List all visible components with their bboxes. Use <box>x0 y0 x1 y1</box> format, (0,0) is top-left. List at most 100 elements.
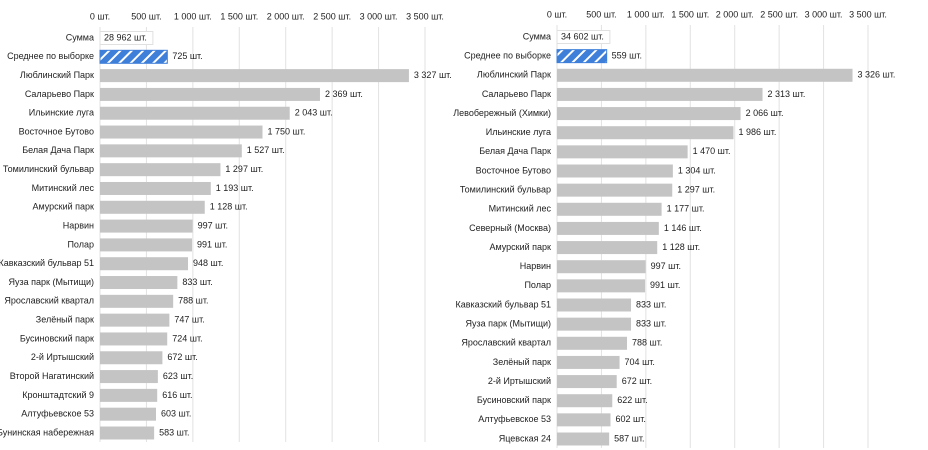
bar <box>557 221 659 235</box>
y-tick-label: Кавказский бульвар 51 <box>456 299 552 309</box>
value-label: 583 шт. <box>159 427 189 437</box>
bar <box>100 276 178 290</box>
y-tick-label: Саларьево Парк <box>482 89 551 99</box>
bar <box>100 426 155 440</box>
y-tick-label: Бунинская набережная <box>0 427 94 437</box>
y-tick-label: Зелёный парк <box>493 357 551 367</box>
average-value-label: 559 шт. <box>612 51 642 61</box>
bar <box>100 125 263 139</box>
y-tick-label: Зелёный парк <box>36 315 94 325</box>
bar <box>100 388 158 402</box>
bar <box>100 351 163 365</box>
bar <box>557 336 628 350</box>
x-tick-label: 2 000 шт. <box>267 11 305 21</box>
y-tick-label: Саларьево Парк <box>25 89 94 99</box>
y-tick-label: Полар <box>67 239 94 249</box>
y-tick-label: Томилинский бульвар <box>460 185 551 195</box>
bar <box>557 375 617 389</box>
value-label: 623 шт. <box>163 371 193 381</box>
bar <box>100 257 189 271</box>
bar <box>100 144 242 158</box>
value-label: 1 527 шт. <box>247 145 285 155</box>
value-label: 587 шт. <box>614 433 644 443</box>
bar <box>100 313 170 327</box>
bar <box>557 432 610 446</box>
bar <box>557 87 763 101</box>
x-tick-label: 3 500 шт. <box>849 9 887 19</box>
bar <box>557 126 734 140</box>
x-tick-label: 3 000 шт. <box>360 11 398 21</box>
value-label: 1 177 шт. <box>667 204 705 214</box>
y-tick-label: Нарвин <box>63 220 94 230</box>
x-tick-label: 3 000 шт. <box>805 9 843 19</box>
x-tick-label: 500 шт. <box>131 11 161 21</box>
y-tick-label: Алтуфьевское 53 <box>21 409 94 419</box>
x-tick-label: 1 000 шт. <box>627 9 665 19</box>
value-label: 997 шт. <box>198 220 228 230</box>
y-tick-label: Ильинские луга <box>486 127 551 137</box>
y-tick-label: Алтуфьевское 53 <box>478 414 551 424</box>
y-tick-label: Бусиновский парк <box>20 333 94 343</box>
value-label: 948 шт. <box>193 258 223 268</box>
bar <box>100 69 409 83</box>
y-tick-label: Второй Нагатинский <box>10 371 94 381</box>
value-label: 616 шт. <box>162 390 192 400</box>
bar <box>100 407 156 421</box>
bar <box>557 298 632 312</box>
x-tick-label: 2 500 шт. <box>313 11 351 21</box>
bar <box>557 279 646 293</box>
value-label: 2 313 шт. <box>768 89 806 99</box>
bar <box>100 370 158 384</box>
x-tick-label: 3 500 шт. <box>406 11 444 21</box>
y-tick-label: Митинский лес <box>489 204 552 214</box>
y-tick-label: Левобережный (Химки) <box>453 108 551 118</box>
value-label: 724 шт. <box>172 333 202 343</box>
total-box <box>99 31 154 45</box>
bar <box>100 219 193 233</box>
value-label: 747 шт. <box>174 315 204 325</box>
x-tick-label: 1 000 шт. <box>174 11 212 21</box>
bar <box>557 241 658 255</box>
value-label: 788 шт. <box>178 296 208 306</box>
value-label: 1 146 шт. <box>664 223 702 233</box>
value-label: 1 193 шт. <box>216 183 254 193</box>
value-label: 704 шт. <box>625 357 655 367</box>
x-tick-label: 2 000 шт. <box>716 9 754 19</box>
average-bar <box>556 49 608 64</box>
value-label: 602 шт. <box>615 414 645 424</box>
value-label: 991 шт. <box>650 280 680 290</box>
value-label: 991 шт. <box>197 239 227 249</box>
value-label: 1 750 шт. <box>268 126 306 136</box>
y-tick-label: Ярославский квартал <box>461 338 551 348</box>
y-tick-label: Нарвин <box>520 261 551 271</box>
y-tick-label: Амурский парк <box>489 242 551 252</box>
bar <box>557 355 620 369</box>
y-tick-label: Восточное Бутово <box>476 165 551 175</box>
x-tick-label: 0 шт. <box>547 9 567 19</box>
value-label: 622 шт. <box>617 395 647 405</box>
value-label: 672 шт. <box>167 352 197 362</box>
y-tick-label: Яуза парк (Мытищи) <box>466 319 552 329</box>
value-label: 833 шт. <box>636 299 666 309</box>
value-label: 1 986 шт. <box>738 127 776 137</box>
total-value-label: 28 962 шт. <box>104 32 147 42</box>
value-label: 833 шт. <box>182 277 212 287</box>
value-label: 997 шт. <box>651 261 681 271</box>
value-label: 3 327 шт. <box>414 70 452 80</box>
y-tick-label: Северный (Москва) <box>469 223 551 233</box>
y-tick-label: Кронштадтский 9 <box>22 390 94 400</box>
bar <box>557 317 632 331</box>
y-tick-label: 2-й Иртышский <box>488 376 551 386</box>
y-tick-label: Восточное Бутово <box>19 126 94 136</box>
y-tick-label: Люблинский Парк <box>20 70 94 80</box>
bar <box>100 106 290 120</box>
value-label: 833 шт. <box>636 319 666 329</box>
value-label: 1 297 шт. <box>225 164 263 174</box>
value-label: 2 066 шт. <box>746 108 784 118</box>
x-tick-label: 2 500 шт. <box>760 9 798 19</box>
bar <box>100 200 205 214</box>
average-bar <box>99 49 168 64</box>
y-tick-label: Бусиновский парк <box>477 395 551 405</box>
y-tick-label: Яуза парк (Мытищи) <box>9 277 95 287</box>
